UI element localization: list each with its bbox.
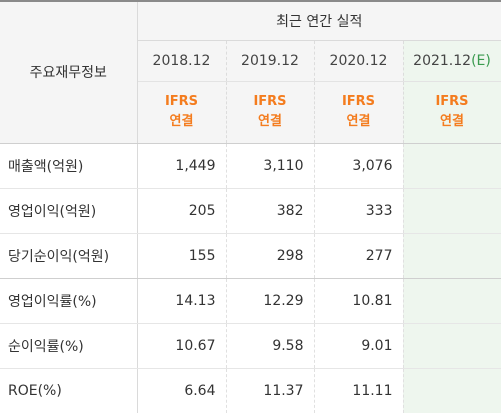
header-group-title: 최근 연간 실적 <box>137 2 501 41</box>
table-row: 영업이익(억원) 205 382 333 <box>0 188 501 234</box>
value-cell: 6.64 <box>137 368 227 413</box>
value-cell: 10.67 <box>137 323 227 369</box>
consolidated-label: 연결 <box>346 114 371 129</box>
table-row: 순이익률(%) 10.67 9.58 9.01 <box>0 323 501 369</box>
year-2021-estimate: 2021.12(E) <box>403 40 501 82</box>
estimate-year: 2021.12 <box>413 52 472 69</box>
ifrs-cell: IFRS 연결 <box>137 81 227 144</box>
value-cell: 382 <box>226 188 315 234</box>
ifrs-label: IFRS <box>341 94 376 109</box>
value-cell-estimate <box>403 368 501 413</box>
value-cell: 12.29 <box>226 278 315 324</box>
table-row: 당기순이익(억원) 155 298 277 <box>0 233 501 279</box>
value-cell: 298 <box>226 233 315 279</box>
value-cell: 333 <box>314 188 404 234</box>
estimate-mark: (E) <box>471 52 491 69</box>
value-cell: 11.37 <box>226 368 315 413</box>
header-left-title: 주요재무정보 <box>0 2 138 144</box>
year-2018: 2018.12 <box>137 40 227 82</box>
row-label: 당기순이익(억원) <box>0 233 138 279</box>
ifrs-label: IFRS <box>164 94 199 109</box>
consolidated-label: 연결 <box>440 114 464 129</box>
value-cell: 1,449 <box>137 143 227 189</box>
value-cell: 9.58 <box>226 323 315 369</box>
value-cell: 277 <box>314 233 404 279</box>
table-row: 매출액(억원) 1,449 3,110 3,076 <box>0 143 501 189</box>
ifrs-cell: IFRS 연결 <box>226 81 315 144</box>
value-cell: 14.13 <box>137 278 227 324</box>
table-row: ROE(%) 6.64 11.37 11.11 <box>0 368 501 413</box>
consolidated-label: 연결 <box>169 114 194 129</box>
row-label: 순이익률(%) <box>0 323 138 369</box>
value-cell: 9.01 <box>314 323 404 369</box>
ifrs-label: IFRS <box>253 94 287 109</box>
value-cell: 3,110 <box>226 143 315 189</box>
value-cell-estimate <box>403 233 501 279</box>
value-cell-estimate <box>403 278 501 324</box>
value-cell-estimate <box>403 188 501 234</box>
ifrs-cell: IFRS 연결 <box>314 81 404 144</box>
row-label: 영업이익(억원) <box>0 188 138 234</box>
value-cell: 11.11 <box>314 368 404 413</box>
consolidated-label: 연결 <box>258 114 282 129</box>
value-cell: 155 <box>137 233 227 279</box>
ifrs-label: IFRS <box>435 94 469 109</box>
row-label: 영업이익률(%) <box>0 278 138 324</box>
row-label: 매출액(억원) <box>0 143 138 189</box>
table-row: 영업이익률(%) 14.13 12.29 10.81 <box>0 278 501 324</box>
ifrs-cell: IFRS 연결 <box>403 81 501 144</box>
value-cell: 3,076 <box>314 143 404 189</box>
value-cell-estimate <box>403 323 501 369</box>
value-cell: 10.81 <box>314 278 404 324</box>
year-2020: 2020.12 <box>314 40 404 82</box>
value-cell: 205 <box>137 188 227 234</box>
year-2019: 2019.12 <box>226 40 315 82</box>
value-cell-estimate <box>403 143 501 189</box>
row-label: ROE(%) <box>0 368 138 413</box>
